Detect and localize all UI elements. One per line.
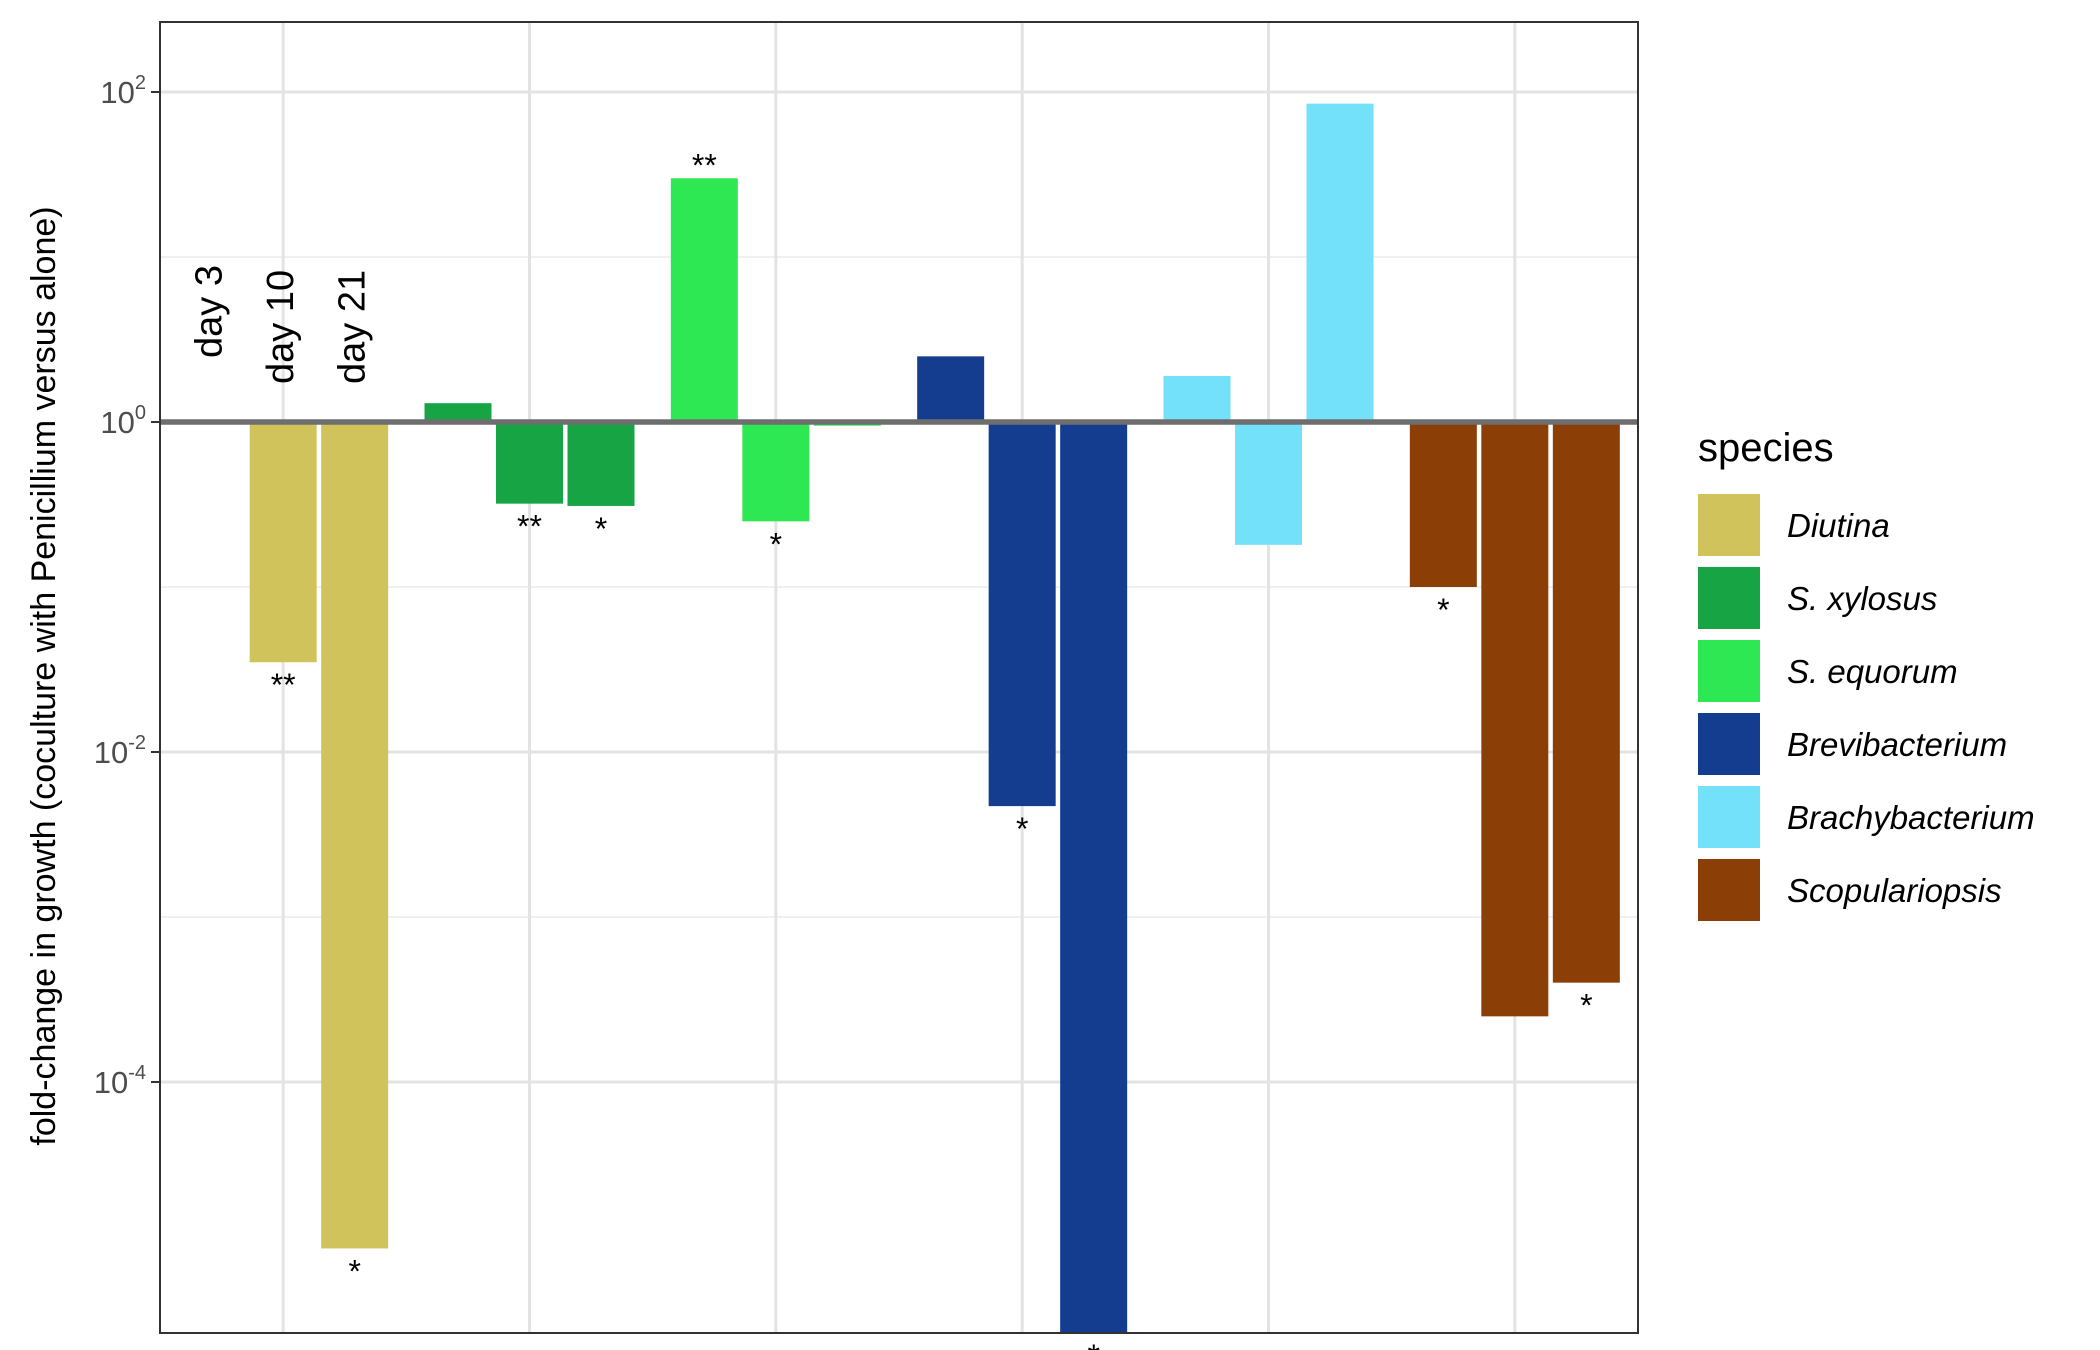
y-tick-label: 10-2 bbox=[94, 732, 146, 770]
bar bbox=[1409, 422, 1477, 587]
bar bbox=[567, 422, 635, 506]
bar bbox=[321, 422, 389, 1249]
legend-label: S. xylosus bbox=[1787, 580, 1937, 617]
bar bbox=[1481, 422, 1549, 1017]
legend-label: S. equorum bbox=[1787, 653, 1958, 690]
significance-label: * bbox=[1437, 592, 1449, 628]
bar bbox=[496, 422, 563, 504]
bar bbox=[249, 422, 317, 663]
legend-label: Brevibacterium bbox=[1787, 726, 2007, 763]
bar bbox=[917, 356, 985, 422]
bar bbox=[670, 178, 738, 422]
significance-label: * bbox=[1016, 811, 1028, 847]
bar bbox=[988, 422, 1056, 807]
bar bbox=[424, 403, 492, 422]
bar bbox=[1235, 422, 1302, 545]
legend-key bbox=[1698, 494, 1760, 556]
legend-key bbox=[1698, 859, 1760, 921]
bar bbox=[1306, 103, 1374, 422]
grid-layer bbox=[160, 22, 1638, 1333]
legend-label: Scopulariopsis bbox=[1787, 872, 2002, 909]
plot-panel bbox=[160, 22, 1638, 1333]
legend-title: species bbox=[1698, 426, 1834, 470]
y-tick-label: 102 bbox=[100, 72, 146, 110]
significance-label: ** bbox=[517, 509, 542, 545]
significance-label: * bbox=[770, 526, 782, 562]
significance-label: ** bbox=[271, 667, 296, 703]
y-tick-label: 10-4 bbox=[94, 1062, 146, 1100]
legend-label: Brachybacterium bbox=[1787, 799, 2035, 836]
significance-label: * bbox=[1087, 1338, 1099, 1350]
y-axis-title: fold-change in growth (coculture with Pe… bbox=[25, 206, 63, 1145]
legend-key bbox=[1698, 713, 1760, 775]
legend: species Diutina S. xylosus S. equorum Brevi… bbox=[1698, 426, 2035, 921]
legend-key bbox=[1698, 786, 1760, 848]
day-label: day 10 bbox=[260, 270, 302, 384]
bar bbox=[1163, 376, 1231, 422]
legend-key bbox=[1698, 567, 1760, 629]
significance-label: * bbox=[595, 511, 607, 547]
bar bbox=[742, 422, 810, 522]
significance-label: * bbox=[348, 1253, 360, 1289]
day-label: day 21 bbox=[332, 270, 374, 384]
legend-label: Diutina bbox=[1787, 507, 1890, 544]
y-tick-label: 100 bbox=[100, 402, 146, 440]
bar bbox=[1552, 422, 1620, 983]
significance-label: * bbox=[1580, 988, 1592, 1024]
significance-label: ** bbox=[692, 147, 717, 183]
axis-layer: 10-4 10-2 100 102 bbox=[94, 21, 1639, 1334]
bar bbox=[1060, 422, 1128, 1333]
bar-layer bbox=[178, 103, 1620, 1333]
plot-border bbox=[159, 21, 1639, 1334]
legend-key bbox=[1698, 640, 1760, 702]
day-label: day 3 bbox=[189, 265, 231, 358]
